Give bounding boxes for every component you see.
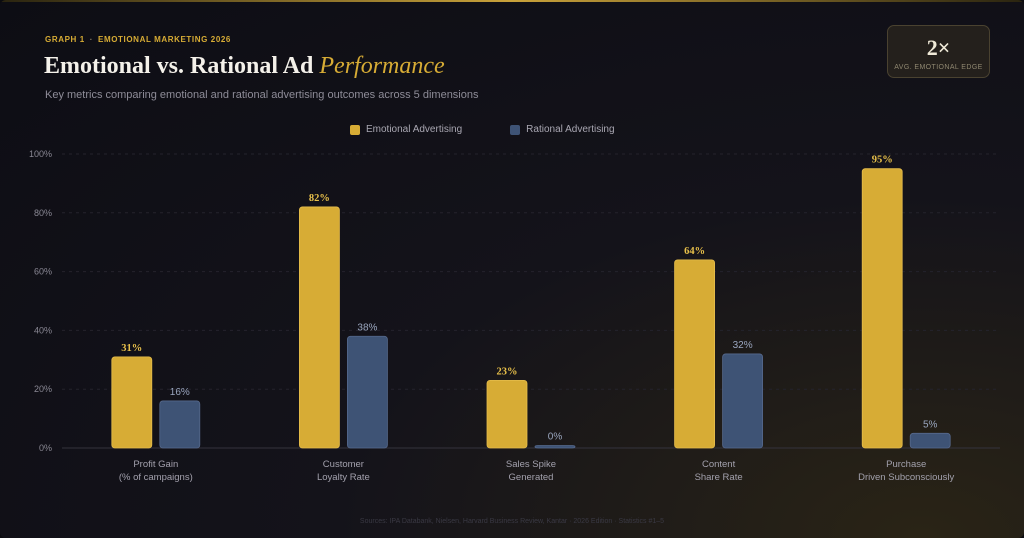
legend-swatch-emotional [350,124,360,135]
data-label-emotional: 82% [309,193,330,204]
badge-label: AVG. EMOTIONAL EDGE [894,64,983,71]
title-main: Emotional vs. Rational Ad [44,53,314,79]
bar-rational [159,400,201,449]
data-label-emotional: 31% [121,343,142,354]
x-tick-label: Content [702,459,736,470]
y-tick-label: 0% [39,443,52,453]
legend-label-rational: Rational Advertising [526,124,615,135]
x-tick-label: Loyalty Rate [317,472,370,483]
data-label-emotional: 23% [497,366,518,377]
bar-rational [722,353,763,449]
y-tick-label: 20% [34,384,52,394]
sources-footer: Sources: IPA Databank, Nielsen, Harvard … [359,518,665,525]
bar-emotional [111,356,153,449]
x-tick-label: Driven Subconsciously [858,472,954,483]
legend-item-emotional: Emotional Advertising [350,124,462,135]
bar-emotional [298,206,340,449]
x-tick-label: (% of campaigns) [119,472,193,483]
x-tick-label: Sales Spike [506,459,556,470]
x-tick-label: Customer [323,459,364,470]
bar-rational [909,432,951,449]
eyebrow: GRAPH 1 · EMOTIONAL MARKETING 2026 [45,35,231,44]
emotional-edge-badge: 2× AVG. EMOTIONAL EDGE [887,25,990,78]
legend-swatch-rational [510,124,521,135]
y-tick-label: 40% [34,325,52,335]
page-title: Emotional vs. Rational Ad Performance [44,53,445,80]
x-tick-label: Profit Gain [133,459,178,470]
bar-rational [346,335,388,449]
data-label-rational: 5% [923,419,938,430]
bar-rational [534,445,576,449]
y-tick-label: 80% [34,208,52,218]
page-subtitle: Key metrics comparing emotional and rati… [45,89,479,101]
data-label-rational: 16% [170,387,190,398]
data-label-rational: 0% [548,432,563,443]
bar-emotional [674,259,715,449]
data-label-rational: 32% [733,340,753,351]
legend-item-rational: Rational Advertising [510,124,615,135]
x-tick-label: Generated [509,472,554,483]
bar-emotional [861,168,903,449]
x-tick-label: Purchase [886,459,926,470]
y-tick-label: 60% [34,267,52,277]
y-tick-label: 100% [29,149,52,159]
title-accent: Performance [319,53,445,79]
data-label-rational: 38% [357,322,377,333]
legend-label-emotional: Emotional Advertising [366,124,463,135]
badge-value: 2× [926,35,951,60]
chart-legend: Emotional Advertising Rational Advertisi… [350,124,615,135]
data-label-emotional: 64% [684,246,705,257]
bar-emotional [486,379,528,449]
graph-label: GRAPH 1 [45,35,85,44]
x-tick-label: Share Rate [695,472,743,483]
top-accent-line [0,0,1024,2]
data-label-emotional: 95% [872,155,893,166]
topic-label: EMOTIONAL MARKETING 2026 [98,35,231,44]
